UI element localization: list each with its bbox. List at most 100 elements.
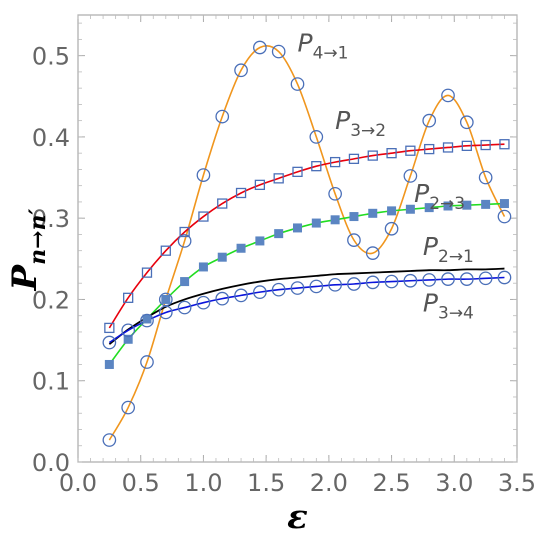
data-point bbox=[459, 115, 474, 130]
data-point bbox=[104, 359, 114, 369]
data-point bbox=[330, 215, 340, 225]
data-point bbox=[102, 433, 117, 447]
data-point bbox=[349, 212, 359, 222]
series-markers bbox=[102, 40, 512, 447]
data-point bbox=[198, 262, 208, 272]
x-tick-label: 2.0 bbox=[310, 469, 348, 497]
data-point bbox=[104, 322, 115, 334]
data-point bbox=[384, 221, 399, 236]
data-point bbox=[217, 198, 228, 209]
x-tick-label: 1.5 bbox=[247, 469, 285, 497]
data-point bbox=[424, 203, 434, 213]
series-label-3: P2→1 bbox=[423, 232, 474, 267]
data-point bbox=[215, 109, 230, 124]
data-point bbox=[292, 166, 303, 178]
data-point bbox=[368, 208, 378, 218]
data-point bbox=[497, 270, 512, 285]
series-label-main: P bbox=[298, 29, 314, 58]
data-point bbox=[311, 161, 322, 172]
data-point bbox=[140, 313, 154, 328]
data-point bbox=[179, 226, 190, 238]
y-axis-title-main: P bbox=[5, 264, 45, 292]
data-point bbox=[328, 277, 342, 292]
data-point bbox=[236, 243, 246, 253]
y-tick-label: 0.5 bbox=[32, 43, 70, 71]
x-tick-label: 1.0 bbox=[184, 469, 222, 497]
data-point bbox=[123, 292, 134, 303]
data-point bbox=[311, 218, 321, 228]
data-point bbox=[309, 130, 324, 144]
x-tick-label: 3.5 bbox=[498, 469, 536, 497]
series-label-main: P bbox=[423, 232, 439, 261]
data-point bbox=[198, 211, 209, 222]
axes bbox=[77, 14, 518, 463]
data-point bbox=[403, 273, 418, 288]
data-point bbox=[405, 145, 416, 156]
series-line-2 bbox=[108, 202, 505, 365]
series-label-1: P3→2 bbox=[335, 106, 386, 141]
series-line-0 bbox=[108, 45, 506, 441]
data-point bbox=[403, 169, 418, 183]
series-line-4 bbox=[108, 276, 505, 344]
data-point bbox=[478, 271, 493, 286]
data-point bbox=[365, 246, 380, 260]
series-lines bbox=[108, 45, 506, 441]
data-point bbox=[462, 200, 472, 210]
x-tick-label: 3.0 bbox=[435, 469, 473, 497]
data-point bbox=[274, 229, 284, 239]
series-line-1 bbox=[108, 143, 505, 329]
series-label-sub: 3→4 bbox=[438, 304, 474, 324]
data-point bbox=[499, 199, 509, 209]
series-label-sub: 2→1 bbox=[438, 247, 474, 267]
tick-labels: 0.0 0.5 1.0 1.5 2.0 2.5 3.0 3.5 0.0 0.1 0.2 0.3 0.4 0… bbox=[32, 43, 536, 497]
data-point bbox=[365, 275, 380, 290]
data-point bbox=[422, 113, 437, 128]
series-label-main: P bbox=[414, 179, 430, 208]
data-point bbox=[441, 272, 455, 286]
data-point bbox=[405, 204, 415, 214]
data-point bbox=[367, 150, 378, 161]
y-axis-title-sub: n→n′ bbox=[25, 208, 51, 264]
data-point bbox=[328, 186, 342, 201]
data-point bbox=[141, 267, 153, 278]
data-point bbox=[273, 173, 284, 184]
data-point bbox=[459, 272, 474, 286]
data-point bbox=[481, 199, 491, 209]
data-point bbox=[478, 170, 493, 185]
data-point bbox=[442, 142, 454, 153]
data-point bbox=[271, 282, 286, 297]
data-point bbox=[271, 44, 286, 59]
data-point bbox=[121, 400, 136, 415]
data-point bbox=[443, 201, 453, 211]
data-point bbox=[235, 187, 247, 199]
data-point bbox=[254, 179, 266, 191]
y-tick-label: 0.0 bbox=[32, 449, 70, 477]
data-point bbox=[441, 88, 455, 103]
data-point bbox=[499, 139, 510, 150]
y-tick-label: 0.1 bbox=[32, 368, 70, 396]
data-point bbox=[293, 223, 302, 233]
data-point bbox=[196, 168, 211, 182]
data-point bbox=[123, 334, 133, 344]
data-point bbox=[309, 279, 324, 294]
data-point bbox=[161, 294, 171, 304]
data-point bbox=[158, 305, 173, 320]
series-labels: P4→1P3→2P2→3P2→1P3→4 bbox=[298, 29, 474, 324]
data-point bbox=[121, 323, 136, 338]
data-point bbox=[384, 274, 399, 289]
data-point bbox=[424, 143, 435, 155]
data-point bbox=[255, 236, 265, 246]
plot-frame bbox=[77, 14, 518, 463]
x-tick-label: 0.0 bbox=[59, 469, 97, 497]
data-point bbox=[196, 295, 211, 310]
data-point bbox=[480, 139, 491, 151]
data-point bbox=[215, 291, 230, 306]
data-point bbox=[140, 355, 154, 369]
x-axis-title: ε bbox=[287, 497, 308, 536]
data-point bbox=[177, 300, 192, 315]
y-tick-label: 0.4 bbox=[32, 124, 70, 152]
series-label-sub: 3→2 bbox=[350, 121, 386, 141]
data-point bbox=[347, 277, 361, 291]
data-point bbox=[234, 288, 248, 303]
data-point bbox=[177, 234, 192, 248]
